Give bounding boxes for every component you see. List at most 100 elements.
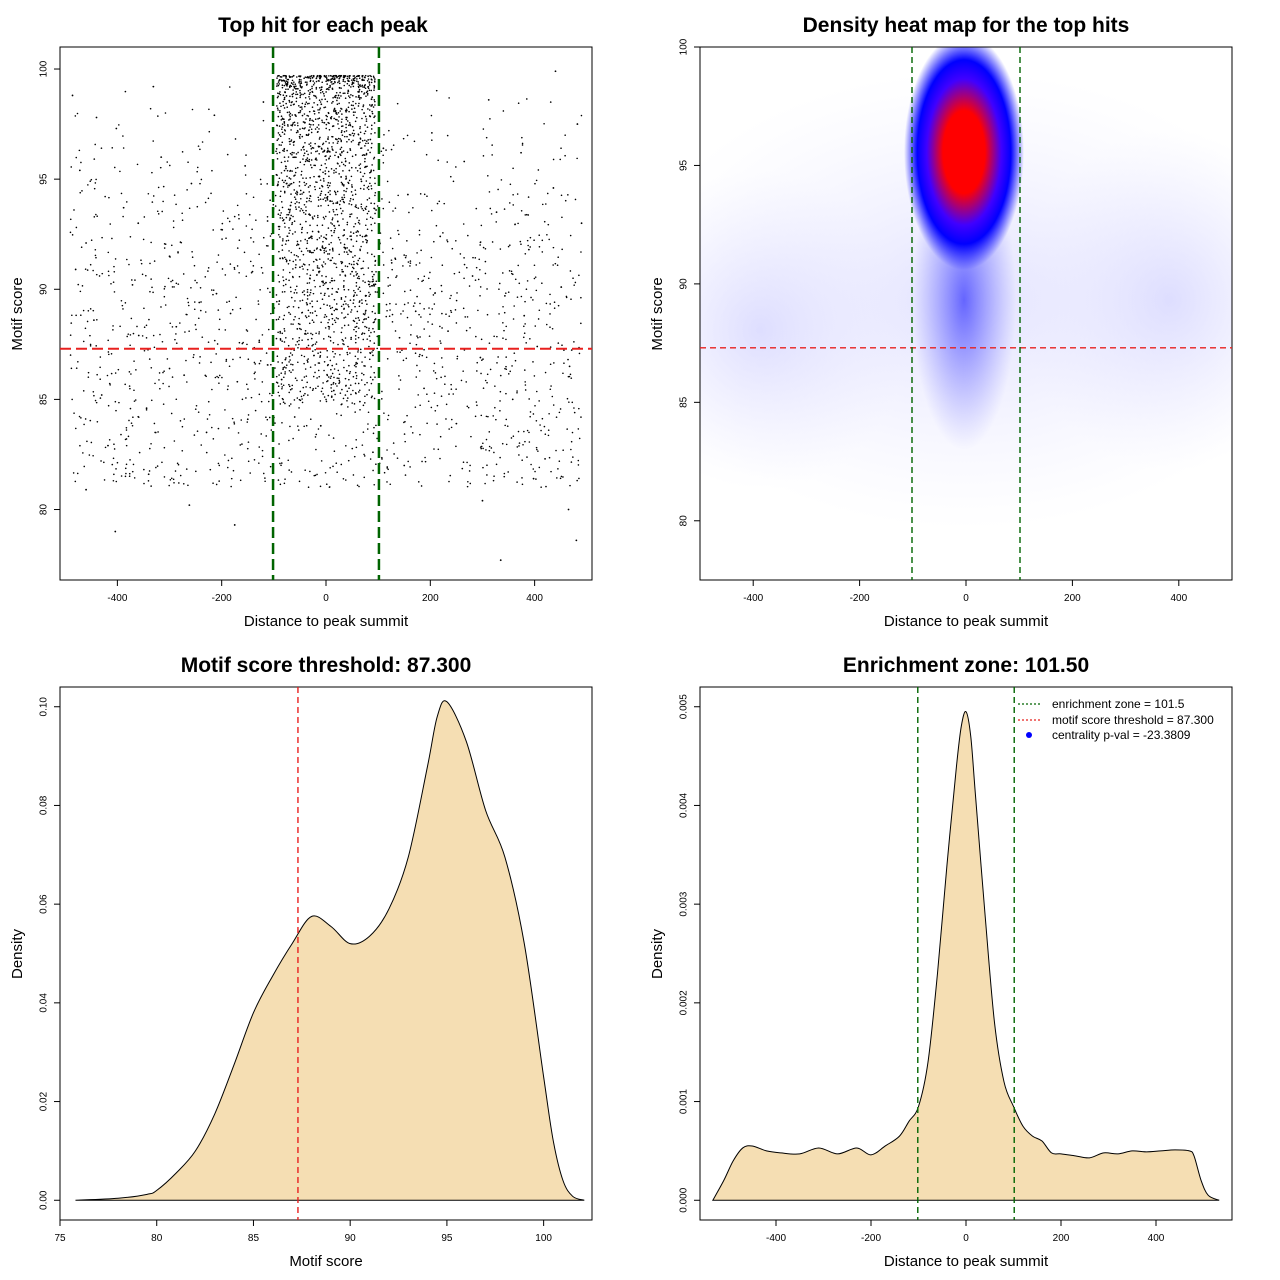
scatter-point [391,268,393,271]
scatter-point [544,433,547,436]
y-tick-label: 90 [39,283,50,295]
scatter-point [259,289,261,291]
scatter-point [361,117,363,120]
scatter-point [580,251,582,253]
scatter-point [338,127,340,130]
scatter-point [574,281,577,284]
scatter-point [278,281,281,283]
scatter-point [327,321,329,324]
scatter-point [575,539,578,542]
scatter-point [501,272,504,274]
scatter-point [290,129,292,131]
scatter-point [292,215,294,218]
scatter-point [556,477,558,479]
scatter-point [518,454,520,456]
scatter-point [128,475,131,478]
scatter-point [291,387,293,390]
scatter-point [326,253,329,255]
scatter-point [371,351,373,353]
scatter-point [210,192,212,195]
scatter-point [469,482,472,485]
scatter-point [460,379,463,382]
scatter-point [225,358,228,361]
scatter-point [368,171,371,174]
scatter-point [279,330,281,333]
scatter-point [275,150,277,153]
scatter-point [75,314,77,317]
scatter-point [199,148,201,151]
scatter-point [95,256,97,259]
scatter-point [252,241,255,243]
scatter-point [277,233,280,236]
scatter-point [561,344,563,346]
scatter-point [370,366,372,368]
scatter-point [113,291,116,293]
scatter-point [196,281,198,284]
scatter-point [304,121,306,124]
scatter-point [222,210,225,212]
scatter-point [299,161,302,163]
scatter-point [527,248,530,251]
scatter-point [453,272,456,275]
scatter-point [349,197,352,200]
scatter-point [478,258,481,261]
scatter-point [305,177,307,179]
scatter-point [226,466,229,469]
scatter-point [364,166,366,169]
scatter-point [324,197,326,199]
scatter-point [351,132,354,135]
scatter-point [405,357,408,360]
scatter-point [320,164,323,167]
scatter-point [578,274,580,277]
scatter-point [520,151,522,154]
scatter-point [137,334,140,337]
scatter-point [308,129,310,132]
scatter-point [514,359,517,362]
scatter-point [84,418,87,420]
scatter-point [346,397,349,399]
scatter-point [187,304,190,307]
scatter-point [300,174,303,176]
scatter-point [292,268,294,270]
scatter-point [344,296,347,298]
scatter-point [374,132,376,134]
scatter-point [331,83,333,85]
scatter-point [295,153,298,155]
scatter-point [314,285,316,288]
scatter-point [433,448,435,450]
scatter-point [148,318,150,321]
scatter-point [352,129,355,132]
scatter-point [249,472,251,474]
scatter-point [455,322,458,324]
scatter-point [295,91,298,93]
scatter-point [158,372,161,374]
scatter-point [352,375,355,378]
scatter-point [87,371,90,374]
scatter-point [276,300,278,303]
scatter-point [311,90,313,93]
scatter-point [276,174,278,176]
scatter-point [228,427,230,429]
scatter-point [282,401,285,404]
scatter-point [318,375,321,378]
scatter-point [419,433,421,436]
scatter-point [286,306,289,309]
scatter-point [369,115,372,118]
scatter-point [132,416,134,418]
scatter-point [345,108,348,110]
scatter-point [293,349,295,351]
scatter-point [264,477,266,479]
scatter-point [516,446,519,448]
scatter-point [282,185,285,188]
scatter-point [441,366,444,368]
scatter-point [311,106,314,109]
scatter-point [507,291,510,293]
scatter-point [289,210,291,212]
scatter-point [439,340,441,342]
scatter-point [296,379,298,382]
scatter-point [355,206,358,209]
scatter-point [373,80,376,82]
scatter-point [358,391,360,393]
scatter-point [355,96,357,98]
scatter-point [535,446,538,449]
